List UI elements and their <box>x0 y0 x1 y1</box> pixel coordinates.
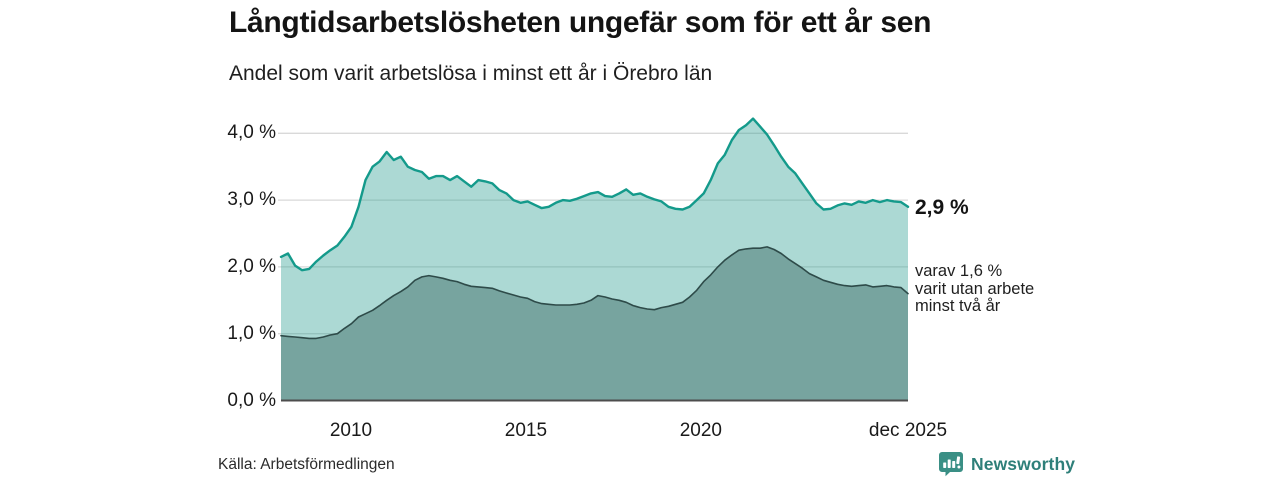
x-tick-label: 2010 <box>329 420 373 441</box>
chart-title: Långtidsarbetslösheten ungefär som för e… <box>229 6 932 39</box>
y-tick-label: 3,0 % <box>227 189 276 211</box>
newsworthy-brand: Newsworthy <box>938 451 1075 477</box>
line-utan-arbete-minst-tva-ar <box>280 246 909 340</box>
chart-subtitle: Andel som varit arbetslösa i minst ett å… <box>229 62 713 85</box>
x-tick-label: 2020 <box>679 420 722 441</box>
area-chart-plot <box>278 117 910 402</box>
x-tick-label: 2015 <box>504 420 548 441</box>
y-tick-label: 0,0 % <box>227 389 276 411</box>
area-utan-arbete-minst-tva-ar <box>281 246 908 401</box>
series-end-label-two-years: varav 1,6 % varit utan arbete minst två … <box>915 262 1035 315</box>
y-tick-label: 4,0 % <box>227 122 276 144</box>
x-tick-label: dec 2025 <box>868 420 948 441</box>
line-arbetslosa-minst-ett-ar <box>279 117 910 272</box>
y-tick-label: 1,0 % <box>227 322 276 344</box>
newsworthy-wordmark: Newsworthy <box>971 453 1076 474</box>
series-end-label-total: 2,9 % <box>915 196 969 219</box>
source-credit: Källa: Arbetsförmedlingen <box>218 456 395 473</box>
y-axis: 4,0 % 3,0 % 2,0 % 1,0 % 0,0 % <box>0 0 276 480</box>
newsworthy-logo-icon <box>939 452 963 477</box>
y-tick-label: 2,0 % <box>227 255 276 277</box>
x-axis: 2010 2015 2020 dec 2025 <box>281 419 947 445</box>
